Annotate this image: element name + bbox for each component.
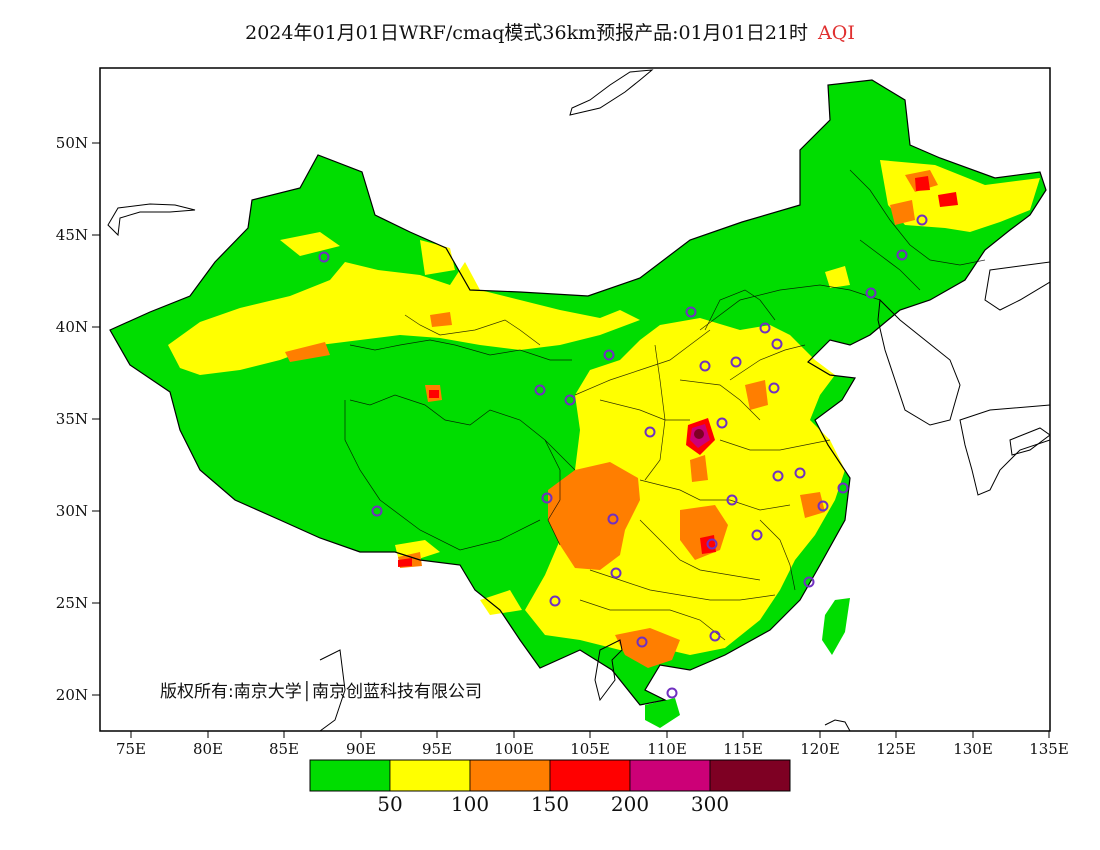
- lat-tick-label: 35N: [56, 410, 88, 428]
- lon-tick-label: 115E: [723, 740, 763, 758]
- map-frame: [99, 67, 1051, 732]
- lon-tick-label: 90E: [346, 740, 376, 758]
- lat-tick-label: 25N: [56, 594, 88, 612]
- lat-axis: 50N 45N 40N 35N 30N 25N 20N: [56, 134, 88, 704]
- national-boundary: [109, 79, 1047, 706]
- legend-swatch: [389, 759, 471, 792]
- lon-tick-label: 105E: [570, 740, 610, 758]
- legend-swatch: [629, 759, 711, 792]
- map-content: [107, 69, 1050, 731]
- lat-tick-label: 45N: [56, 226, 88, 244]
- lat-tick-label: 50N: [56, 134, 88, 152]
- hazardous-regions: [694, 429, 704, 439]
- axis-ticks: [92, 142, 1050, 738]
- aqi-legend: 50 100 150 200 300: [309, 759, 791, 816]
- title-text: 2024年01月01日WRF/cmaq模式36km预报产品:01月01日21时: [245, 22, 809, 44]
- lon-tick-label: 80E: [193, 740, 223, 758]
- legend-swatch: [549, 759, 631, 792]
- lon-tick-label: 130E: [953, 740, 993, 758]
- lon-tick-label: 85E: [269, 740, 299, 758]
- lon-axis: 75E 80E 85E 90E 95E 100E 105E 110E 115E …: [116, 740, 1069, 758]
- lon-tick-label: 95E: [422, 740, 452, 758]
- legend-swatch: [469, 759, 551, 792]
- lon-tick-label: 75E: [116, 740, 146, 758]
- variable-label: AQI: [818, 22, 855, 44]
- station-markers: [318, 214, 928, 699]
- copyright-text: 版权所有:南京大学│南京创蓝科技有限公司: [160, 681, 482, 702]
- province-boundaries: [344, 169, 986, 641]
- lon-tick-label: 100E: [494, 740, 534, 758]
- legend-label: 300: [691, 792, 729, 816]
- legend-label: 150: [531, 792, 569, 816]
- legend-swatch: [309, 759, 391, 792]
- hainan-region: [645, 698, 680, 728]
- legend-label: 200: [611, 792, 649, 816]
- lon-tick-label: 110E: [647, 740, 687, 758]
- legend-frame: [309, 759, 791, 792]
- lon-tick-label: 125E: [876, 740, 916, 758]
- lon-tick-label: 120E: [800, 740, 840, 758]
- lon-tick-label: 135E: [1029, 740, 1069, 758]
- legend-label: 50: [377, 792, 402, 816]
- lat-tick-label: 30N: [56, 502, 88, 520]
- taiwan-region: [822, 598, 850, 655]
- legend-swatch: [709, 759, 791, 792]
- legend-swatches: [309, 759, 791, 792]
- map-title: 2024年01月01日WRF/cmaq模式36km预报产品:01月01日21时 A…: [0, 18, 1100, 45]
- legend-label: 100: [451, 792, 489, 816]
- lat-tick-label: 40N: [56, 318, 88, 336]
- coastlines: [107, 69, 1050, 731]
- lat-tick-label: 20N: [56, 686, 88, 704]
